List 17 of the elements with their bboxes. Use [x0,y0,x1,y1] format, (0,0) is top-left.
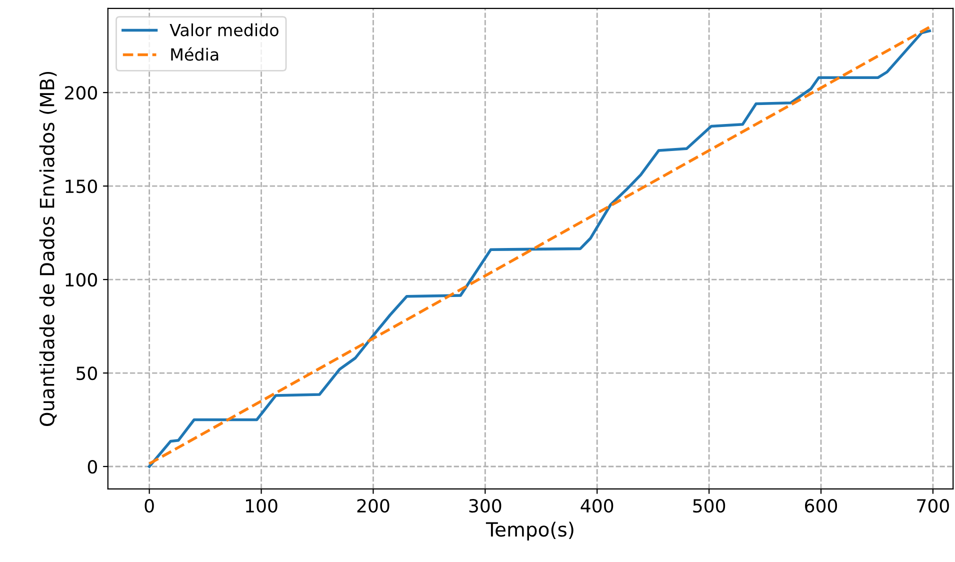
legend-label: Valor medido [170,23,278,36]
x-tick-label: 300 [469,498,502,513]
x-tick-label: 400 [580,498,614,513]
x-tick-label: 100 [246,498,278,513]
x-tick-label: 600 [805,498,838,513]
y-axis-title: Quantidade de Dados Enviados (MB) [39,72,57,426]
y-tick-label: 50 [76,366,97,380]
x-tick-label: 200 [357,498,390,513]
y-tick-label: 0 [88,460,97,474]
x-tick-label: 700 [917,498,949,513]
y-tick-label: 150 [66,180,97,194]
legend-label: Média [171,47,218,61]
y-tick-label: 100 [66,272,97,287]
y-tick-label: 200 [65,86,97,100]
x-axis-title: Tempo(s) [486,522,574,541]
x-tick-label: 0 [144,498,154,513]
x-tick-label: 500 [693,498,726,513]
